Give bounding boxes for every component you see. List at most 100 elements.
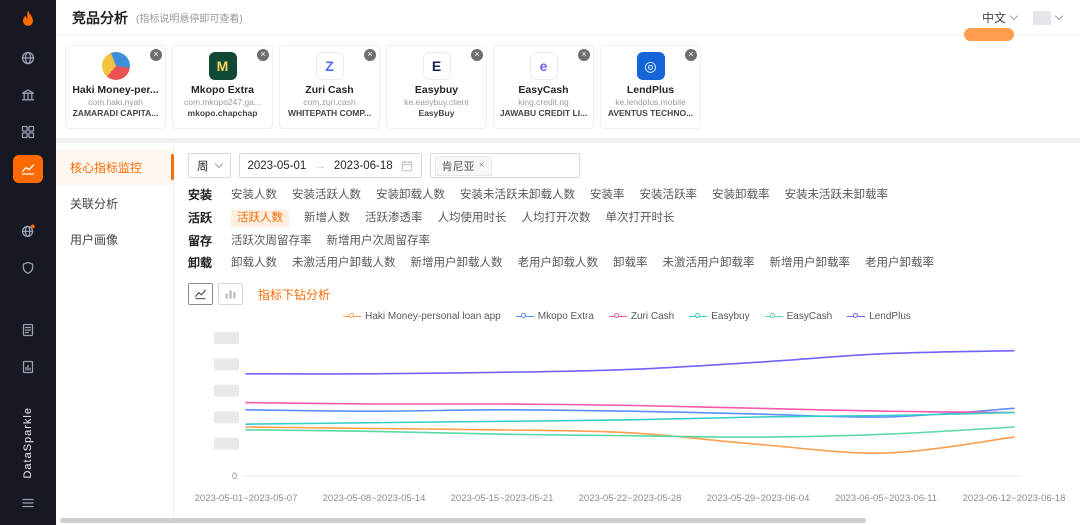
app-card[interactable]: ×ZZuri Cashcom.zuri.cashWHITEPATH COMP..… <box>279 45 380 129</box>
horizontal-scrollbar[interactable] <box>60 518 866 523</box>
app-card[interactable]: ×Haki Money-per...com.haki.nyahZAMARADI … <box>65 45 166 129</box>
metric-chip[interactable]: 卸载人数 <box>231 256 277 271</box>
legend-item[interactable]: Mkopo Extra <box>516 311 594 322</box>
legend-marker-icon <box>516 312 534 321</box>
app-package: king.credit.ng <box>494 97 593 107</box>
metric-chip[interactable]: 新增用户次周留存率 <box>327 234 431 249</box>
metric-chip[interactable]: 单次打开时长 <box>606 211 675 226</box>
app-name: Haki Money-per... <box>66 84 165 96</box>
legend-item[interactable]: Haki Money-personal loan app <box>343 311 501 322</box>
metric-chip[interactable]: 新增用户卸载人数 <box>411 256 503 271</box>
metric-chip[interactable]: 安装未活跃未卸载率 <box>785 188 889 203</box>
country-filter[interactable]: 肯尼亚 × <box>430 153 580 178</box>
legend-item[interactable]: Zuri Cash <box>609 311 674 322</box>
submenu-item-association-analysis[interactable]: 关联分析 <box>56 185 173 221</box>
metric-chip[interactable]: 安装卸载率 <box>712 188 770 203</box>
tag-close-icon[interactable]: × <box>479 160 485 171</box>
x-axis-label: 2023-05-29~2023-06-04 <box>707 493 810 504</box>
remove-app-icon[interactable]: × <box>364 49 376 61</box>
main-area: 竞品分析 (指标说明悬停即可查看) 中文 ×Haki Money-per...c… <box>56 0 1080 525</box>
x-axis-label: 2023-05-15~2023-05-21 <box>451 493 554 504</box>
app-package: com.haki.nyah <box>66 97 165 107</box>
date-range-picker[interactable]: 2023-05-01 → 2023-06-18 <box>239 153 422 178</box>
analysis-panel: 核心指标监控关联分析用户画像 周 2023-05-01 → 2023-06-18 <box>56 143 1080 525</box>
metric-chip[interactable]: 活跃人数 <box>231 210 289 227</box>
metric-chip[interactable]: 安装活跃率 <box>640 188 698 203</box>
metric-chip[interactable]: 老用户卸载人数 <box>518 256 599 271</box>
app-company: mkopo.chapchap <box>173 108 272 118</box>
legend-item[interactable]: EasyCash <box>765 311 833 322</box>
language-label: 中文 <box>982 9 1006 26</box>
floating-tag <box>964 28 1014 41</box>
metric-group-label: 活跃 <box>188 211 216 226</box>
legend-marker-icon <box>343 312 361 321</box>
haki-app-icon <box>102 52 130 80</box>
metric-chip[interactable]: 新增用户卸载率 <box>770 256 851 271</box>
shield-icon[interactable] <box>13 254 43 282</box>
metric-chip[interactable]: 未激活用户卸载人数 <box>292 256 396 271</box>
bar-view-toggle[interactable] <box>218 283 243 305</box>
brand-logo[interactable] <box>0 0 56 40</box>
metric-chip[interactable]: 安装未活跃未卸载人数 <box>460 188 575 203</box>
chart-legend: Haki Money-personal loan app Mkopo Extra Z… <box>188 311 1066 322</box>
metric-chip[interactable]: 人均使用时长 <box>438 211 507 226</box>
language-select[interactable]: 中文 <box>982 9 1017 26</box>
redacted-y-label <box>214 411 239 423</box>
app-card[interactable]: ×◎LendPluske.lendplus.mobileAVENTUS TECH… <box>600 45 701 129</box>
easybuy-app-icon: E <box>423 52 451 80</box>
submenu-item-core-metrics[interactable]: 核心指标监控 <box>56 149 173 185</box>
x-axis-label: 2023-06-12~2023-06-18 <box>963 493 1066 504</box>
drill-down-link[interactable]: 指标下钻分析 <box>258 286 330 303</box>
hamburger-icon[interactable] <box>13 489 43 517</box>
line-view-toggle[interactable] <box>188 283 213 305</box>
chart-doc-icon[interactable] <box>13 353 43 381</box>
chart-area: 0 2023-05-01~2023-05-072023-05-08~2023-0… <box>188 324 1034 507</box>
remove-app-icon[interactable]: × <box>685 49 697 61</box>
app-card[interactable]: ×eEasyCashking.credit.ngJAWABU CREDIT LI… <box>493 45 594 129</box>
series-line[interactable] <box>246 413 1014 425</box>
remove-app-icon[interactable]: × <box>471 49 483 61</box>
legend-item[interactable]: LendPlus <box>847 311 911 322</box>
metric-chip[interactable]: 安装活跃人数 <box>292 188 361 203</box>
metric-chip[interactable]: 老用户卸载率 <box>865 256 934 271</box>
app-name: Zuri Cash <box>280 84 379 96</box>
report-icon[interactable] <box>13 316 43 344</box>
remove-app-icon[interactable]: × <box>150 49 162 61</box>
x-axis-label: 2023-05-01~2023-05-07 <box>195 493 298 504</box>
metric-chip[interactable]: 活跃渗透率 <box>365 211 423 226</box>
remove-app-icon[interactable]: × <box>257 49 269 61</box>
app-card[interactable]: ×MMkopo Extracom.mkopo247.ga...mkopo.cha… <box>172 45 273 129</box>
legend-label: Mkopo Extra <box>538 311 594 322</box>
world-notify-icon[interactable] <box>13 217 43 245</box>
metric-chip[interactable]: 安装率 <box>590 188 625 203</box>
legend-item[interactable]: Easybuy <box>689 311 749 322</box>
metric-chip[interactable]: 新增人数 <box>304 211 350 226</box>
remove-app-icon[interactable]: × <box>578 49 590 61</box>
mkopo-app-icon: M <box>209 52 237 80</box>
region-select[interactable] <box>1033 11 1062 25</box>
metric-chip[interactable]: 未激活用户卸载率 <box>663 256 755 271</box>
series-line[interactable] <box>246 351 1014 374</box>
period-select[interactable]: 周 <box>188 153 231 178</box>
country-tag[interactable]: 肯尼亚 × <box>435 156 492 176</box>
compared-apps-strip: ×Haki Money-per...com.haki.nyahZAMARADI … <box>56 36 1080 138</box>
metric-chip[interactable]: 人均打开次数 <box>522 211 591 226</box>
globe-icon[interactable] <box>13 44 43 72</box>
apps-grid-icon[interactable] <box>13 118 43 146</box>
metric-chip[interactable]: 安装卸载人数 <box>376 188 445 203</box>
app-card[interactable]: ×EEasybuyke.easybuy.clientEasyBuy <box>386 45 487 129</box>
metric-chip[interactable]: 卸载率 <box>613 256 648 271</box>
app-package: ke.easybuy.client <box>387 97 486 107</box>
country-name: 肯尼亚 <box>442 158 475 174</box>
metric-chip[interactable]: 安装人数 <box>231 188 277 203</box>
line-chart-icon[interactable] <box>13 155 43 183</box>
page-title: 竞品分析 <box>72 8 128 28</box>
metric-chip[interactable]: 活跃次周留存率 <box>231 234 312 249</box>
submenu-item-user-persona[interactable]: 用户画像 <box>56 221 173 257</box>
date-end: 2023-06-18 <box>334 160 393 172</box>
chevron-down-icon <box>1055 12 1063 20</box>
bank-icon[interactable] <box>13 81 43 109</box>
app-package: ke.lendplus.mobile <box>601 97 700 107</box>
line-chart[interactable]: 0 <box>188 324 1034 490</box>
app-name: LendPlus <box>601 84 700 96</box>
